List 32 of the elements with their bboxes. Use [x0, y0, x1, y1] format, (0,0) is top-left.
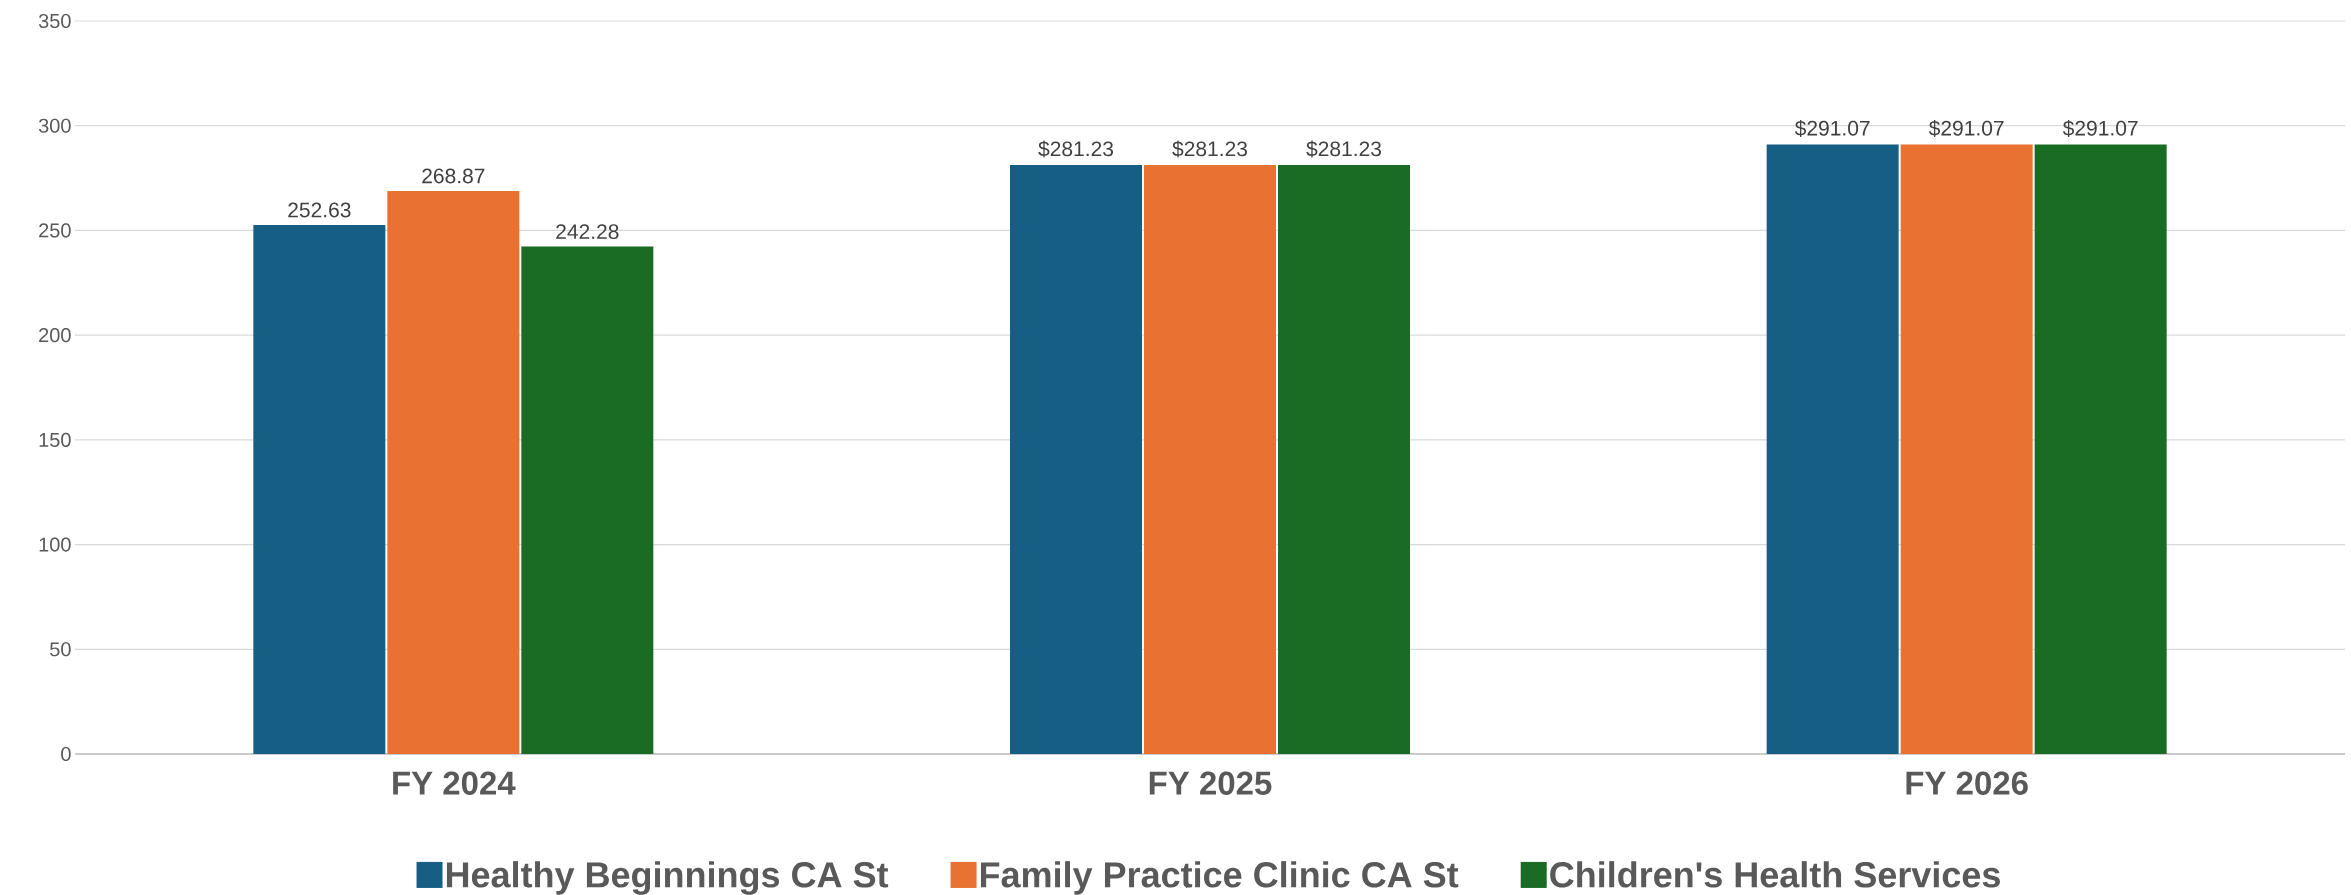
y-tick-label: 200 [39, 328, 71, 343]
bar [387, 190, 520, 754]
bar [253, 224, 386, 754]
y-tick-label: 350 [38, 13, 71, 29]
y-tick-label: 150 [39, 432, 71, 447]
bar [1900, 144, 2033, 754]
data-label: $291.07 [2062, 119, 2138, 137]
data-label: $281.23 [1306, 140, 1381, 158]
x-tick-label: FY 2025 [1149, 771, 1272, 795]
y-tick-label: 100 [39, 537, 71, 552]
legend-label: Healthy Beginnings CA St [446, 861, 889, 895]
bar [1277, 165, 1410, 754]
legend-label: Family Practice Clinic CA St [980, 861, 1459, 895]
y-tick-label: 300 [38, 118, 71, 133]
y-tick-label: 50 [50, 642, 71, 657]
bar [521, 246, 654, 754]
data-label: 252.63 [288, 202, 351, 218]
bar [1010, 165, 1142, 754]
data-label: $291.07 [1794, 119, 1870, 137]
data-label: 268.87 [422, 168, 485, 184]
data-label: $291.07 [1928, 119, 2004, 137]
legend-label: Children's Health Services [1550, 861, 2000, 888]
x-tick-label: FY 2024 [393, 771, 516, 795]
y-tick-label: 250 [39, 223, 71, 238]
bar [1143, 165, 1276, 754]
bar [1766, 144, 1899, 754]
x-tick-label: FY 2026 [1906, 771, 2028, 795]
data-label: $281.23 [1172, 140, 1248, 158]
bar [2034, 144, 2167, 754]
y-tick-label: 0 [61, 746, 71, 762]
data-label: 242.28 [556, 224, 619, 240]
data-label: $281.23 [1038, 140, 1114, 158]
